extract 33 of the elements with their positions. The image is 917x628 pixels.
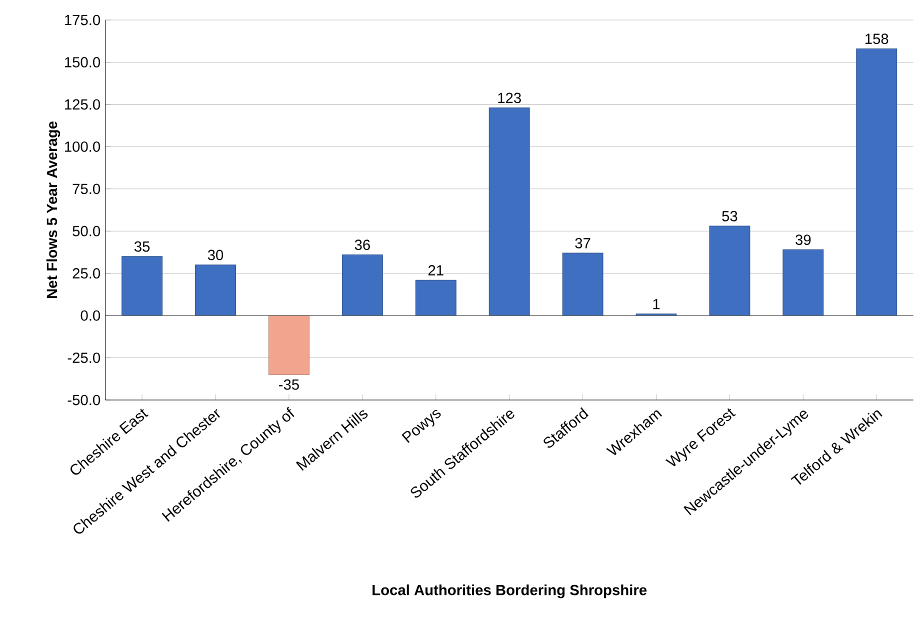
y-tick-label: 125.0 bbox=[65, 99, 100, 110]
data-label: 35 bbox=[134, 241, 150, 252]
y-tick-label: 100.0 bbox=[65, 141, 100, 152]
bar bbox=[268, 315, 310, 375]
y-tick-label: 0.0 bbox=[80, 310, 100, 321]
bar bbox=[488, 108, 530, 316]
y-tick-label: 75.0 bbox=[72, 184, 100, 194]
data-label: 1 bbox=[653, 299, 660, 310]
bar bbox=[415, 280, 456, 316]
data-label: 21 bbox=[428, 265, 444, 276]
data-label: 36 bbox=[354, 240, 370, 250]
y-tick-label: -25.0 bbox=[68, 352, 100, 363]
data-label: 158 bbox=[865, 34, 888, 44]
bar bbox=[342, 254, 383, 316]
data-label: 39 bbox=[796, 234, 811, 245]
y-tick-label: 175.0 bbox=[65, 14, 100, 26]
data-label: -35 bbox=[279, 379, 299, 390]
bar bbox=[122, 256, 163, 316]
bar bbox=[709, 226, 750, 316]
data-label: 37 bbox=[575, 238, 590, 248]
y-tick-label: 150.0 bbox=[65, 57, 100, 68]
bar bbox=[782, 249, 824, 316]
y-tick-label: -50.0 bbox=[68, 394, 100, 406]
data-label: 123 bbox=[498, 92, 521, 104]
data-label: 30 bbox=[208, 250, 224, 260]
bar bbox=[856, 48, 898, 316]
bar bbox=[562, 252, 604, 316]
y-tick-label: 25.0 bbox=[72, 268, 100, 279]
data-label: 53 bbox=[722, 210, 738, 222]
y-tick-label: 50.0 bbox=[72, 226, 100, 236]
x-axis-title: Local Authorities Bordering Shropshire bbox=[372, 584, 647, 598]
bar bbox=[195, 264, 236, 316]
y-axis-title: Net Flows 5 Year Average bbox=[46, 122, 60, 298]
